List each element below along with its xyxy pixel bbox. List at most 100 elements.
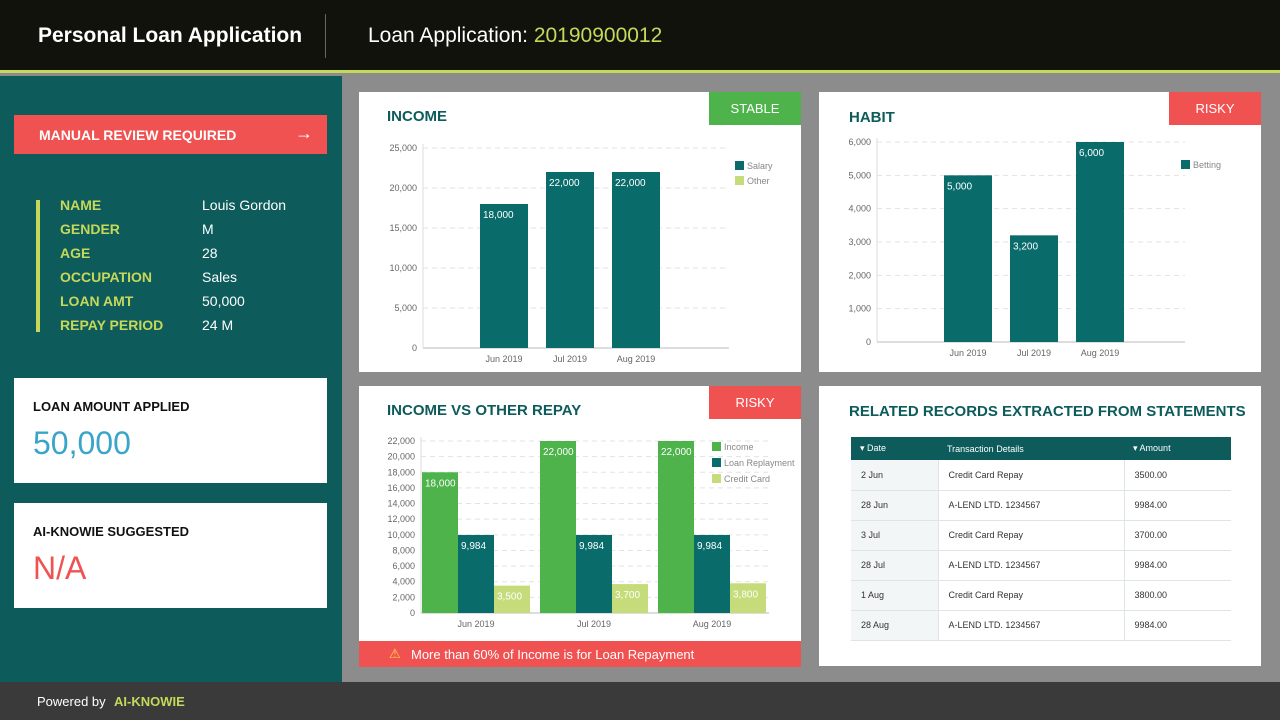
loan-application-id: Loan Application: 20190900012 [368, 24, 662, 48]
x-tick-label: Jun 2019 [457, 619, 494, 629]
data-label: 5,000 [947, 181, 972, 192]
cell-details: A-LEND LTD. 1234567 [938, 610, 1125, 641]
bar-betting [1010, 235, 1058, 342]
legend-swatch [1181, 160, 1190, 169]
bar-salary [612, 172, 660, 348]
x-tick-label: Jun 2019 [949, 348, 986, 358]
x-tick-label: Jul 2019 [1017, 348, 1051, 358]
x-tick-label: Jul 2019 [553, 354, 587, 364]
y-tick-label: 1,000 [848, 304, 871, 314]
data-label: 9,984 [697, 541, 722, 552]
y-tick-label: 6,000 [848, 137, 871, 147]
x-tick-label: Aug 2019 [1081, 348, 1120, 358]
data-label: 6,000 [1079, 148, 1104, 159]
info-value: Louis Gordon [202, 197, 287, 213]
income-panel: INCOME STABLE 0 5,000 10,000 15,000 20,000 25… [359, 92, 801, 372]
info-value: 28 [202, 245, 218, 261]
bar-loan-replayment [458, 534, 494, 613]
legend-swatch [712, 474, 721, 483]
table-row: 28 Jul A-LEND LTD. 1234567 9984.00 [851, 550, 1231, 581]
cell-date: 28 Jul [851, 550, 939, 581]
bar-income [540, 441, 576, 613]
x-tick-label: Aug 2019 [617, 354, 656, 364]
data-label: 3,200 [1013, 241, 1038, 252]
y-tick-label: 10,000 [389, 263, 417, 273]
y-tick-label: 25,000 [389, 143, 417, 153]
loan-amount-card: LOAN AMOUNT APPLIED 50,000 [14, 378, 327, 483]
bar-loan-replayment [694, 534, 730, 613]
y-tick-label: 2,000 [848, 270, 871, 280]
bar-betting [944, 175, 992, 342]
repay-title: INCOME VS OTHER REPAY [387, 402, 582, 419]
cell-amount: 9984.00 [1124, 490, 1231, 521]
cell-date: 1 Aug [851, 580, 939, 611]
column-header-amount[interactable]: ▾ Amount [1124, 437, 1231, 460]
warning-icon: ⚠ [389, 646, 401, 661]
records-table: ▾ Date Transaction Details ▾ Amount 2 Ju… [851, 437, 1231, 641]
info-key: GENDER [60, 221, 120, 237]
column-label: Transaction Details [947, 443, 1024, 454]
bar-income [422, 472, 458, 613]
y-tick-label: 8,000 [392, 545, 415, 555]
cell-amount: 9984.00 [1124, 550, 1231, 581]
sort-icon: ▾ [860, 443, 865, 453]
cell-amount: 3500.00 [1124, 460, 1231, 491]
powered-by-label: Powered by [37, 694, 106, 709]
y-tick-label: 4,000 [848, 204, 871, 214]
bar-credit-card [612, 584, 648, 613]
table-row: 3 Jul Credit Card Repay 3700.00 [851, 520, 1231, 551]
bar-income [658, 441, 694, 613]
legend-label: Loan Replayment [724, 458, 795, 468]
applicant-info-accent [36, 200, 40, 332]
suggested-card: AI-KNOWIE SUGGESTED N/A [14, 503, 327, 608]
records-title: RELATED RECORDS EXTRACTED FROM STATEMENT… [849, 403, 1246, 420]
table-row: 2 Jun Credit Card Repay 3500.00 [851, 460, 1231, 491]
brand-name: AI-KNOWIE [114, 694, 185, 709]
cell-details: Credit Card Repay [938, 520, 1125, 551]
legend-swatch [712, 442, 721, 451]
cell-date: 3 Jul [851, 520, 939, 551]
data-label: 3,800 [733, 589, 758, 600]
income-title: INCOME [387, 108, 447, 125]
table-row: 28 Aug A-LEND LTD. 1234567 9984.00 [851, 610, 1231, 641]
data-label: 22,000 [543, 447, 574, 458]
loan-application-label: Loan Application: [368, 24, 528, 47]
info-key: NAME [60, 197, 102, 213]
data-label: 9,984 [579, 541, 604, 552]
data-label: 22,000 [615, 178, 646, 189]
cell-details: A-LEND LTD. 1234567 [938, 550, 1125, 581]
sort-icon: ▾ [1133, 443, 1138, 453]
loan-amount-title: LOAN AMOUNT APPLIED [33, 399, 190, 414]
y-tick-label: 5,000 [848, 170, 871, 180]
data-label: 3,700 [615, 590, 640, 601]
column-header-details[interactable]: Transaction Details [938, 437, 1124, 460]
y-tick-label: 20,000 [389, 183, 417, 193]
y-tick-label: 0 [866, 337, 871, 347]
header-divider [325, 14, 326, 58]
legend-swatch [735, 176, 744, 185]
y-tick-label: 18,000 [387, 467, 415, 477]
y-tick-label: 5,000 [394, 303, 417, 313]
legend-label: Credit Card [724, 474, 770, 484]
manual-review-button[interactable]: MANUAL REVIEW REQUIRED → [14, 115, 327, 154]
habit-title: HABIT [849, 109, 895, 126]
y-tick-label: 22,000 [387, 436, 415, 446]
x-tick-label: Jun 2019 [485, 354, 522, 364]
legend-label: Betting [1193, 160, 1221, 170]
y-tick-label: 12,000 [387, 514, 415, 524]
y-tick-label: 10,000 [387, 530, 415, 540]
column-header-date[interactable]: ▾ Date [851, 437, 938, 460]
bar-credit-card [730, 583, 766, 613]
cell-amount: 3700.00 [1124, 520, 1231, 551]
info-value: 24 M [202, 317, 234, 333]
income-status-badge: STABLE [709, 92, 801, 125]
legend-label: Income [724, 442, 754, 452]
cell-details: Credit Card Repay [938, 460, 1125, 491]
loan-application-number: 20190900012 [533, 24, 663, 47]
bar-salary [546, 172, 594, 348]
table-row: 28 Jun A-LEND LTD. 1234567 9984.00 [851, 490, 1231, 521]
arrow-right-icon: → [295, 123, 313, 143]
data-label: 9,984 [461, 541, 486, 552]
habit-panel: HABIT RISKY 0 1,000 2,000 3,000 4,000 5,000 6,… [819, 92, 1261, 372]
data-label: 22,000 [549, 178, 580, 189]
